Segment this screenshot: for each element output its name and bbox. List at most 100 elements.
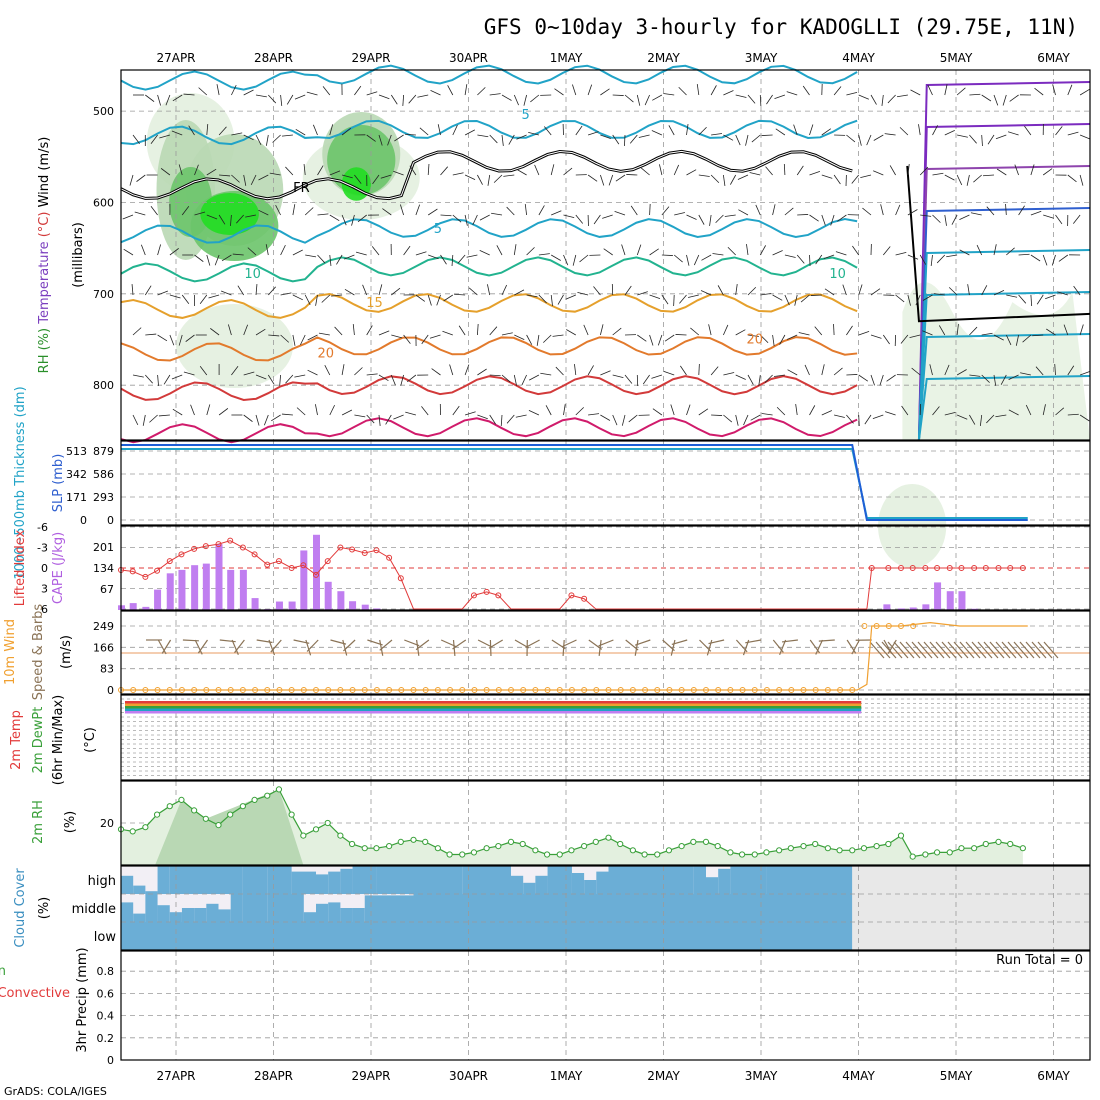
wind-barb (629, 134, 638, 144)
wind-barb (951, 214, 958, 225)
wind-barb (967, 284, 970, 296)
cloud-bar-high (218, 866, 243, 894)
cloud-bar-middle (133, 913, 146, 922)
wind-barb (131, 284, 134, 296)
wind-barb (730, 174, 737, 185)
date-label-top: 2MAY (647, 51, 680, 65)
pressure-tick-label: 700 (93, 288, 114, 301)
precip-tick-label: 0 (107, 1054, 114, 1067)
wind-speed-point (471, 687, 478, 693)
wind-barb (318, 332, 330, 336)
wind-barb (194, 164, 199, 176)
wind-barb (530, 94, 540, 103)
thickness-tick-label: 171 (66, 491, 87, 504)
wind-barb (427, 163, 430, 176)
wind-barb (271, 414, 281, 422)
wind-barb (858, 284, 863, 296)
rh-point (446, 851, 453, 858)
wind-speed-point (410, 687, 417, 693)
wind-barb (642, 374, 650, 385)
rh-point (909, 853, 916, 860)
wind-barb (965, 641, 981, 659)
wind-barb (759, 245, 766, 256)
isotherm-line (120, 417, 858, 444)
wind-barb (506, 414, 515, 424)
rh-point (751, 851, 758, 858)
wind-barb (1067, 365, 1075, 376)
wind-barb (881, 94, 884, 106)
wind-speed-point (788, 687, 795, 693)
wind-barb (351, 214, 355, 226)
rh-point (129, 828, 136, 835)
wind-barb (602, 214, 613, 219)
wind-barb (245, 214, 257, 218)
cloud-bar-high (291, 871, 316, 894)
wind-barb (1079, 174, 1084, 186)
wind-barb (371, 246, 380, 256)
wind-barb (846, 134, 856, 143)
wind-barb (944, 129, 955, 136)
wind-barb (634, 639, 639, 656)
wind-barb (534, 164, 540, 176)
cloud-bar-middle (145, 894, 158, 922)
wind-barb (959, 214, 970, 221)
rh-point (361, 845, 368, 852)
wind-barb (879, 374, 884, 386)
wind-barb (1030, 210, 1042, 216)
temp-band (125, 711, 862, 714)
wind-barb (409, 165, 417, 176)
wind-barb (917, 641, 933, 659)
rh-point (434, 845, 441, 852)
wind-barb (956, 414, 968, 420)
wind-barb (922, 330, 933, 336)
wind-barb (491, 212, 503, 216)
wind-barb (341, 127, 352, 136)
wind-barb (300, 334, 306, 346)
wind-barb (969, 134, 977, 144)
wind-barb (842, 284, 847, 296)
wind-barb (489, 93, 501, 96)
wind-barb (255, 374, 267, 380)
wind-barb (199, 294, 208, 305)
wind-barb (391, 287, 401, 296)
wind-panel-frame (120, 610, 1091, 695)
wind-barb (354, 174, 362, 184)
date-label-bottom: 29APR (351, 1069, 390, 1083)
wind-barb (171, 130, 183, 136)
lifted-index-point (495, 592, 502, 599)
wind-barb (858, 331, 870, 336)
wind-barb (932, 406, 940, 416)
wind-barb (178, 164, 183, 176)
wind-barb (993, 289, 1005, 296)
wind-speed-point (739, 687, 746, 693)
date-label-top: 5MAY (940, 51, 973, 65)
wind-barb (971, 641, 987, 659)
wind-barb (698, 214, 705, 225)
date-label-bottom: 28APR (254, 1069, 293, 1083)
precip-tick-label: 0.2 (97, 1032, 115, 1045)
rh-point (348, 840, 356, 848)
wind-barb (1025, 404, 1032, 416)
wind-barb (524, 204, 527, 216)
wind-barb (341, 409, 353, 416)
wind-barb (501, 332, 513, 336)
credit-label: GrADS: COLA/IGES (4, 1085, 107, 1098)
wind-barb (846, 414, 854, 424)
wind-barb (269, 172, 281, 176)
wind-barb (334, 326, 343, 336)
wind-barb (538, 294, 547, 304)
rh-point (191, 807, 198, 814)
wind-barb (464, 364, 470, 376)
wind-barb (956, 174, 963, 186)
cloud-bar-middle (206, 903, 219, 922)
wind-barb (403, 245, 411, 256)
lifted-index-point (568, 592, 575, 599)
wind-barb (802, 85, 810, 96)
wind-barb (265, 244, 269, 256)
wind-barb (612, 374, 624, 379)
rh-point (215, 822, 222, 829)
wind-barb (1024, 125, 1032, 136)
wind-barb (447, 85, 454, 96)
slp-tick-label: 0 (107, 514, 114, 527)
wind-barb (900, 334, 909, 344)
